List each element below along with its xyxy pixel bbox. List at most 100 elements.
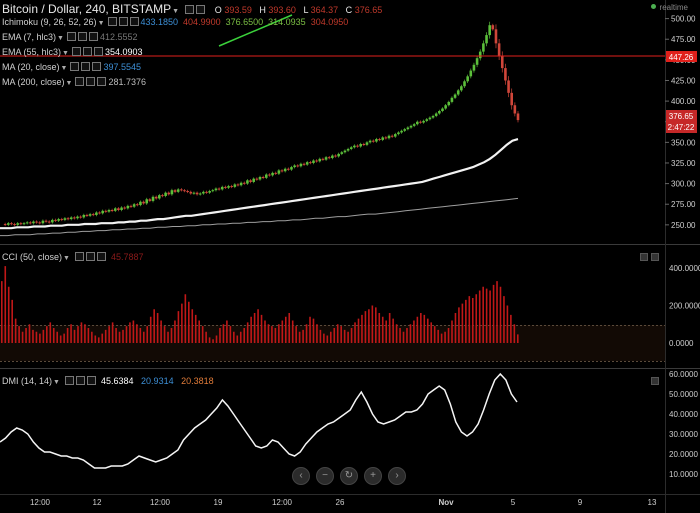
- scroll-right-icon[interactable]: ›: [388, 467, 406, 485]
- chevron-down-icon[interactable]: ▼: [97, 20, 105, 27]
- indicator-legend-row[interactable]: EMA (7, hlc3)▼ 412.5552: [2, 32, 143, 42]
- indicator-legend-row[interactable]: MA (200, close)▼ 281.7376: [2, 77, 151, 87]
- candle-body: [371, 140, 375, 142]
- settings-icon[interactable]: [66, 32, 76, 41]
- cci-bar: [288, 313, 291, 343]
- time-axis-label: 13: [648, 498, 657, 507]
- cci-bar: [21, 331, 24, 343]
- settings-icon[interactable]: [65, 376, 75, 385]
- indicator-label[interactable]: EMA (7, hlc3): [2, 32, 57, 42]
- settings-icon[interactable]: [185, 5, 195, 14]
- visibility-icon[interactable]: [77, 32, 87, 41]
- visibility-icon[interactable]: [82, 47, 92, 56]
- candle-body: [88, 214, 92, 216]
- settings-icon[interactable]: [71, 47, 81, 56]
- scroll-left-icon[interactable]: ‹: [292, 467, 310, 485]
- candle-body: [425, 119, 429, 121]
- cci-bar: [354, 322, 356, 343]
- cci-axis-label: 0.0000: [669, 339, 694, 348]
- candle-body: [494, 29, 498, 44]
- cci-bar: [371, 305, 374, 343]
- chevron-down-icon[interactable]: ▼: [53, 379, 60, 386]
- candle-body: [447, 101, 451, 106]
- visibility-icon[interactable]: [86, 252, 96, 261]
- cci-bar: [149, 316, 152, 343]
- cci-bar: [160, 320, 162, 343]
- symbol-header[interactable]: Bitcoin / Dollar, 240, BITSTAMP▼ O 393.5…: [2, 2, 387, 16]
- cci-bar: [59, 335, 62, 343]
- candle-body: [123, 207, 127, 209]
- chevron-down-icon[interactable]: ▼: [65, 80, 73, 87]
- candle-body: [397, 132, 400, 135]
- close-icon[interactable]: [88, 32, 98, 41]
- indicator-label[interactable]: Ichimoku (9, 26, 52, 26): [2, 17, 97, 27]
- visibility-icon[interactable]: [196, 5, 206, 14]
- settings-icon[interactable]: [107, 17, 117, 26]
- cci-legend[interactable]: CCI (50, close)▼ 45.7887: [2, 252, 149, 262]
- indicator-label[interactable]: MA (200, close): [2, 77, 65, 87]
- candle-body: [390, 135, 394, 137]
- cci-bar: [413, 320, 415, 343]
- settings-icon[interactable]: [75, 77, 85, 86]
- cci-bar: [399, 328, 401, 343]
- close-icon[interactable]: [92, 62, 102, 71]
- indicator-label[interactable]: EMA (55, hlc3): [2, 47, 62, 57]
- cci-bar: [385, 320, 388, 343]
- candle-body: [309, 162, 312, 164]
- settings-icon[interactable]: [75, 252, 85, 261]
- candle-body: [19, 223, 23, 225]
- cci-bar: [305, 324, 308, 343]
- panel-maximize-icon[interactable]: [651, 377, 659, 385]
- close-icon[interactable]: [87, 376, 97, 385]
- cci-bar: [111, 322, 114, 343]
- visibility-icon[interactable]: [86, 77, 96, 86]
- realtime-dot-icon: [650, 4, 656, 9]
- cci-bar: [392, 318, 394, 343]
- visibility-icon[interactable]: [118, 17, 128, 26]
- zoom-out-icon[interactable]: −: [316, 467, 334, 485]
- dmi-label[interactable]: DMI (14, 14): [2, 376, 53, 386]
- visibility-icon[interactable]: [81, 62, 91, 71]
- cci-bar: [212, 339, 214, 343]
- realtime-indicator: realtime: [650, 3, 688, 12]
- candle-body: [233, 184, 237, 187]
- chevron-down-icon[interactable]: ▼: [62, 50, 69, 57]
- visibility-icon[interactable]: [76, 376, 86, 385]
- candle-body: [10, 223, 13, 225]
- indicator-legend-row[interactable]: EMA (55, hlc3)▼ 354.0903: [2, 47, 148, 57]
- candle-body: [135, 204, 139, 206]
- close-icon[interactable]: [97, 77, 107, 86]
- zoom-in-icon[interactable]: +: [364, 467, 382, 485]
- close-icon[interactable]: [93, 47, 103, 56]
- indicator-label[interactable]: MA (20, close): [2, 62, 60, 72]
- cci-label[interactable]: CCI (50, close): [2, 252, 63, 262]
- candle-body: [79, 216, 82, 218]
- chevron-down-icon[interactable]: ▼: [63, 255, 70, 262]
- reset-icon[interactable]: ↻: [340, 467, 358, 485]
- indicator-legend-row[interactable]: Ichimoku (9, 26, 52, 26)▼ 433.1850 404.990…: [2, 17, 353, 27]
- candle-body: [214, 188, 218, 191]
- cci-bar: [118, 331, 121, 343]
- symbol-title[interactable]: Bitcoin / Dollar, 240, BITSTAMP: [2, 2, 172, 16]
- panel-close-icon[interactable]: [651, 253, 659, 261]
- close-icon[interactable]: [97, 252, 107, 261]
- cci-bar: [49, 322, 52, 343]
- trend-line-drawing[interactable]: [218, 14, 293, 47]
- candle-body: [6, 223, 10, 225]
- candle-body: [13, 224, 16, 226]
- settings-icon[interactable]: [70, 62, 80, 71]
- candle-body: [164, 192, 167, 196]
- candle-body: [224, 186, 227, 188]
- dmi-legend[interactable]: DMI (14, 14)▼ 45.6384 20.9314 20.3818: [2, 376, 219, 386]
- candle-body: [82, 214, 86, 218]
- cci-bar: [170, 328, 173, 343]
- close-icon[interactable]: [129, 17, 139, 26]
- chevron-down-icon[interactable]: ▼: [60, 65, 68, 72]
- indicator-legend-row[interactable]: MA (20, close)▼ 397.5545: [2, 62, 146, 72]
- cci-bar: [174, 320, 176, 343]
- cci-bar: [257, 309, 259, 343]
- panel-maximize-icon[interactable]: [640, 253, 648, 261]
- chevron-down-icon[interactable]: ▼: [57, 35, 64, 42]
- chevron-down-icon[interactable]: ▼: [172, 8, 180, 15]
